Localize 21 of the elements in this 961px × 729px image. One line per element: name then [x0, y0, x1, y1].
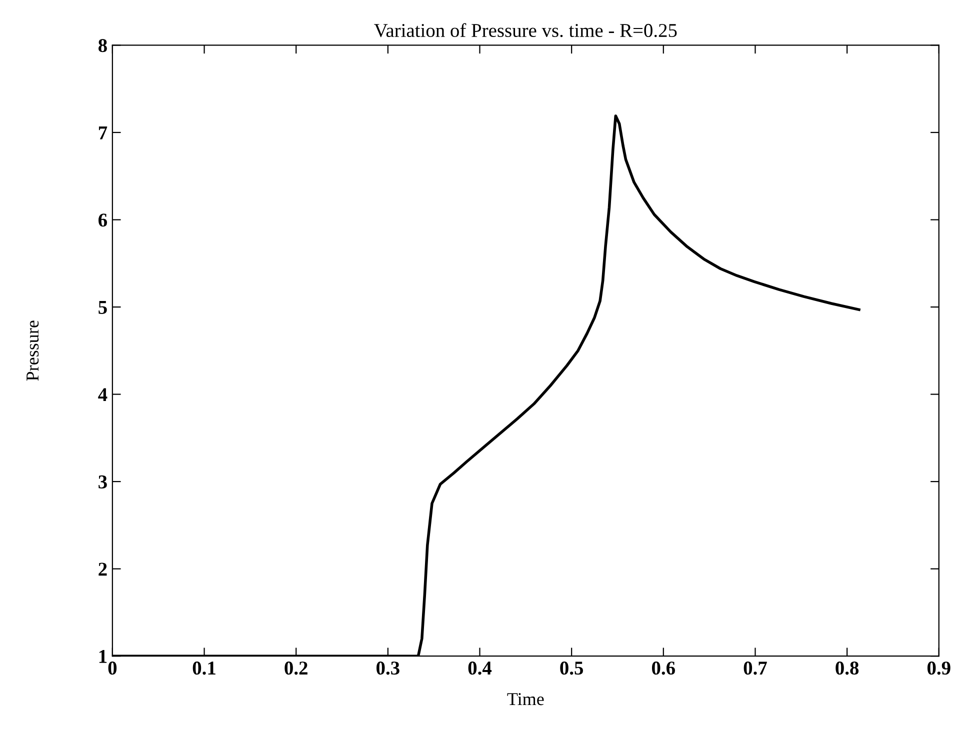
x-tick-label: 0.1: [192, 662, 216, 675]
x-tick-label: 0.8: [836, 662, 859, 675]
x-tick-label: 0: [108, 662, 117, 675]
y-tick-label: 5: [98, 301, 107, 314]
chart-title: Variation of Pressure vs. time - R=0.25: [374, 23, 677, 38]
y-tick-label: 2: [98, 562, 107, 576]
x-tick-label: 0.7: [744, 662, 767, 675]
y-axis-title: Pressure: [26, 320, 39, 381]
y-tick-label: 3: [98, 475, 107, 488]
y-tick-label: 4: [98, 388, 108, 402]
x-axis-title: Time: [507, 693, 544, 706]
x-tick-label: 0.5: [560, 662, 584, 675]
x-tick-label: 0.4: [468, 662, 492, 675]
x-tick-label: 0.6: [652, 662, 675, 675]
y-tick-label: 6: [98, 214, 108, 227]
x-tick-label: 0.2: [284, 662, 308, 675]
y-tick-label: 7: [98, 126, 108, 140]
y-tick-label: 1: [99, 650, 107, 663]
y-tick-label: 8: [98, 39, 107, 52]
x-tick-label: 0.3: [376, 662, 400, 675]
x-tick-label: 0.9: [927, 662, 950, 675]
